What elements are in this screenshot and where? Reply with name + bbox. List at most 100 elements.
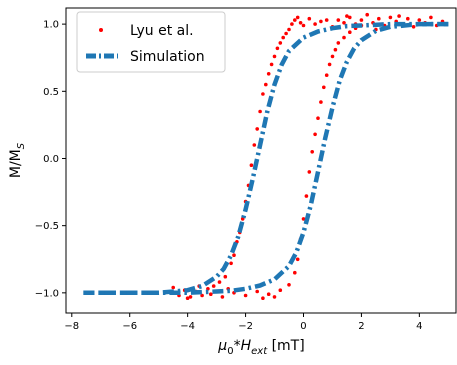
ylabel-sub: S xyxy=(16,142,27,149)
data-point xyxy=(313,22,317,26)
data-point xyxy=(287,27,291,32)
data-point xyxy=(330,54,335,59)
data-point xyxy=(209,292,213,297)
data-point xyxy=(345,14,349,18)
y-tick-label: −1.0 xyxy=(35,288,59,299)
x-tick-label: −8 xyxy=(64,321,79,332)
xlabel-tail: [mT] xyxy=(267,338,305,354)
data-point xyxy=(264,82,268,87)
simulation-lines xyxy=(83,21,449,296)
data-point xyxy=(293,270,297,275)
data-point xyxy=(388,15,393,20)
data-point xyxy=(266,72,271,76)
data-point xyxy=(185,296,190,301)
xlabel-mid: *H xyxy=(234,338,252,354)
data-point xyxy=(322,85,326,90)
xlabel-sub1: 0 xyxy=(227,346,233,357)
y-tick-label: 0.0 xyxy=(43,154,59,165)
data-point xyxy=(278,288,283,293)
y-tick-label: 0.5 xyxy=(43,87,59,98)
data-point xyxy=(293,18,297,22)
legend-marker-lyu xyxy=(99,28,103,32)
data-point xyxy=(310,150,315,154)
data-point xyxy=(243,293,248,298)
data-point xyxy=(290,22,294,26)
data-point xyxy=(307,170,312,174)
y-tick-label: −0.5 xyxy=(35,221,59,232)
data-point xyxy=(269,62,274,67)
data-point xyxy=(188,295,193,299)
legend: Lyu et al. Simulation xyxy=(76,11,226,73)
data-point xyxy=(336,41,341,45)
x-tick-label: 0 xyxy=(300,321,306,332)
data-point xyxy=(261,296,265,301)
data-point xyxy=(255,127,259,131)
data-point xyxy=(171,285,175,290)
data-point xyxy=(324,18,329,22)
axes-frame xyxy=(65,7,457,314)
data-point xyxy=(295,257,300,262)
simulation-ascending-branch xyxy=(83,21,449,296)
data-point xyxy=(304,194,309,198)
y-axis-label: M/MS xyxy=(8,142,27,178)
data-point xyxy=(258,109,262,114)
data-point xyxy=(275,46,280,51)
data-point xyxy=(377,16,381,21)
data-point xyxy=(255,289,259,294)
data-point xyxy=(278,41,283,45)
data-point xyxy=(342,35,346,40)
data-point xyxy=(252,143,257,147)
data-point xyxy=(397,14,401,18)
data-point xyxy=(327,62,332,67)
data-point xyxy=(287,283,291,287)
data-point xyxy=(217,280,222,284)
data-point xyxy=(365,12,370,17)
data-point xyxy=(232,253,236,257)
x-tick-label: −6 xyxy=(122,321,137,332)
simulation-descending-branch xyxy=(83,21,449,296)
data-point xyxy=(342,21,346,25)
data-point xyxy=(316,116,320,120)
ylabel-base: M/M xyxy=(8,149,24,178)
data-point xyxy=(348,15,352,20)
data-point xyxy=(284,31,288,36)
data-point xyxy=(220,295,225,299)
data-point xyxy=(223,274,228,279)
x-tick-label: 2 xyxy=(358,321,364,332)
data-point xyxy=(324,73,329,77)
data-point xyxy=(348,30,352,34)
data-point xyxy=(313,132,317,137)
x-tick-label: 4 xyxy=(416,321,422,332)
data-point xyxy=(359,18,364,22)
legend-label-simulation: Simulation xyxy=(130,49,205,65)
y-axis-ticks: −1.0 −0.5 0.0 0.5 1.0 xyxy=(35,20,66,299)
x-axis-label: μ0*Hext [mT] xyxy=(217,338,304,357)
data-point xyxy=(266,292,271,297)
data-point xyxy=(319,19,323,24)
data-point xyxy=(249,163,254,167)
data-point xyxy=(272,295,277,299)
legend-label-lyu: Lyu et al. xyxy=(130,23,194,39)
y-tick-label: 1.0 xyxy=(43,20,59,31)
data-point xyxy=(319,100,323,104)
data-point xyxy=(301,23,306,28)
x-tick-label: −2 xyxy=(238,321,253,332)
data-point xyxy=(406,16,410,21)
data-point xyxy=(211,284,216,288)
data-point xyxy=(281,35,286,40)
data-point xyxy=(301,217,306,221)
data-point xyxy=(307,16,312,21)
data-point xyxy=(333,47,338,52)
data-point xyxy=(229,261,233,266)
data-point xyxy=(298,21,303,25)
data-point xyxy=(417,18,422,22)
xlabel-base: μ xyxy=(217,338,227,354)
data-point xyxy=(200,293,204,298)
x-tick-label: −4 xyxy=(180,321,195,332)
data-point xyxy=(272,54,277,59)
data-point xyxy=(336,18,341,22)
data-point xyxy=(411,25,416,29)
data-point xyxy=(261,92,265,96)
xlabel-sub2: ext xyxy=(251,346,268,357)
